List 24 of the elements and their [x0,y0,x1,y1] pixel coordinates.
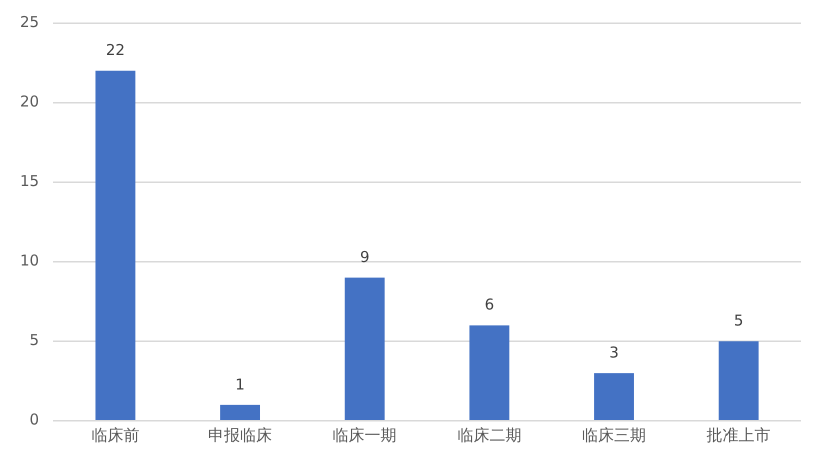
bar [469,325,510,420]
x-tick-label: 临床二期 [457,426,522,445]
bar [344,278,385,420]
y-tick-label: 10 [20,252,40,270]
data-label: 3 [609,343,619,362]
x-tick-label: 临床三期 [582,426,646,445]
data-label: 22 [106,41,125,60]
x-tick-label: 临床前 [91,426,140,445]
y-tick-label: 25 [20,12,40,31]
y-tick-label: 15 [20,172,40,190]
data-label: 1 [235,375,245,394]
bar [95,70,136,420]
x-tick-label: 临床一期 [332,426,397,445]
y-tick-label: 20 [20,92,40,110]
x-tick-label: 批准上市 [706,426,771,445]
x-tick-label: 申报临床 [208,426,272,445]
bar [220,404,260,420]
data-label: 6 [484,296,494,314]
data-label: 5 [734,312,744,330]
y-tick-label: 0 [30,410,40,429]
bar [594,373,634,420]
data-label: 9 [360,248,370,266]
y-tick-label: 5 [30,331,40,350]
bar [718,341,759,420]
